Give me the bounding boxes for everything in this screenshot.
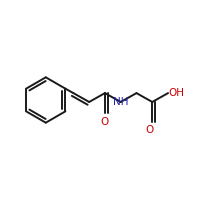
Text: NH: NH — [113, 97, 128, 107]
Text: O: O — [101, 117, 109, 127]
Text: OH: OH — [169, 88, 185, 98]
Text: O: O — [145, 125, 153, 135]
